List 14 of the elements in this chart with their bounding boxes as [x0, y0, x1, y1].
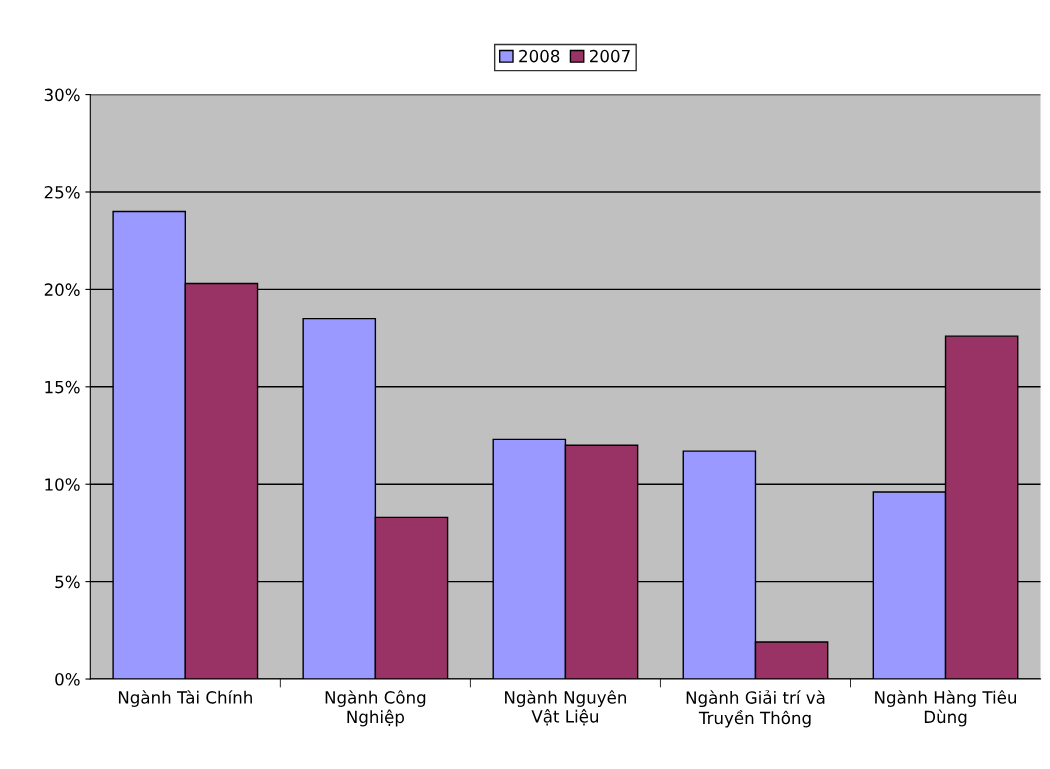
y-tick-label: 20% [44, 283, 80, 296]
x-tick-label: Ngành Nguyên Vật Liệu [505, 690, 626, 726]
y-tick-label: 10% [45, 478, 80, 491]
x-tick-label: Ngành Tài Chính [118, 690, 252, 707]
y-tick-label: 25% [44, 185, 80, 199]
y-tick-label: 30% [44, 88, 80, 102]
legend-label: 2008 [519, 49, 560, 63]
legend-label: 2007 [589, 49, 630, 63]
x-tick-label: Ngành Công Nghiệp [325, 690, 426, 727]
x-tick-label: Ngành Giải trí và Truyền Thông [686, 690, 825, 728]
y-tick-label: 0% [55, 672, 80, 686]
x-tick-label: Ngành Hàng Tiêu Dùng [875, 690, 1016, 727]
y-tick-label: 5% [55, 575, 80, 589]
y-tick-label: 15% [45, 380, 80, 394]
